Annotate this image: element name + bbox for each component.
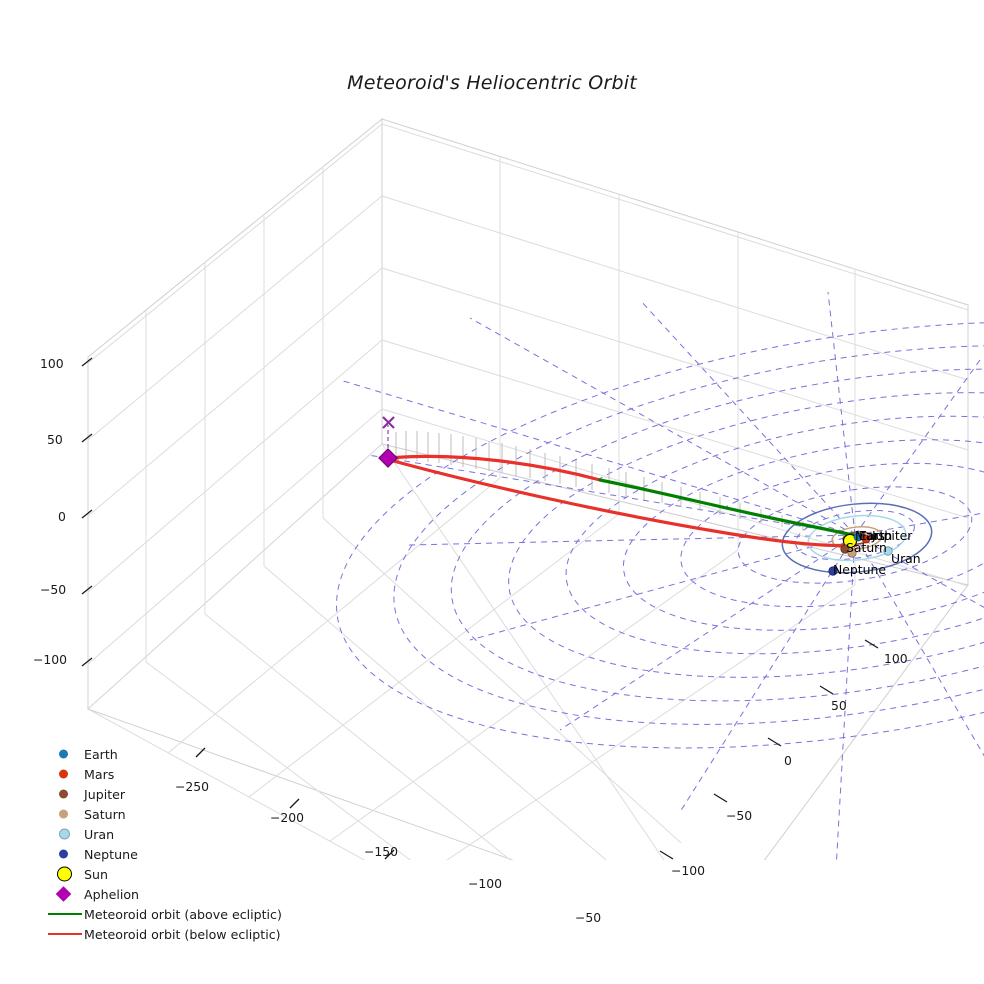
meteoroid-orbit-above-ecliptic bbox=[598, 478, 860, 538]
saturn-orbit-ellipse bbox=[831, 526, 883, 550]
axis-panes bbox=[87, 117, 969, 860]
saturn-marker-icon bbox=[46, 804, 84, 824]
floor-gridlines bbox=[87, 443, 856, 860]
legend-label: Mars bbox=[84, 766, 115, 782]
neptune-marker-icon bbox=[46, 844, 84, 864]
label-neptune: Neptune bbox=[833, 562, 886, 577]
legend-label: Jupiter bbox=[84, 786, 126, 802]
earth-marker bbox=[853, 532, 863, 542]
legend-label: Sun bbox=[84, 866, 108, 882]
legend-item-orbit-below[interactable]: Meteoroid orbit (below ecliptic) bbox=[46, 924, 346, 944]
red-line-icon bbox=[46, 924, 84, 944]
z-tick-n100: −100 bbox=[33, 652, 68, 667]
legend-item-saturn[interactable]: Saturn bbox=[46, 804, 346, 824]
legend-item-neptune[interactable]: Neptune bbox=[46, 844, 346, 864]
jupiter-marker-icon bbox=[46, 784, 84, 804]
earth-marker-icon bbox=[46, 744, 84, 764]
legend-label: Aphelion bbox=[84, 886, 140, 902]
x-tick-n250: −250 bbox=[175, 779, 210, 794]
label-earth: Earth bbox=[859, 528, 893, 543]
mars-marker-icon bbox=[46, 764, 84, 784]
aphelion-diamond-marker bbox=[378, 448, 398, 468]
legend-label: Uran bbox=[84, 826, 115, 842]
legend-item-jupiter[interactable]: Jupiter bbox=[46, 784, 346, 804]
chart-legend: Earth Mars Jupiter Saturn Uran Nept bbox=[46, 744, 346, 944]
legend-label: Meteoroid orbit (above ecliptic) bbox=[84, 906, 282, 922]
meteoroid-orbit-below-ecliptic bbox=[388, 454, 858, 548]
aphelion-projection-x-icon bbox=[382, 416, 395, 429]
z-tick-50: 50 bbox=[47, 432, 63, 447]
axis-tick-marks bbox=[81, 357, 879, 860]
jupiter-marker bbox=[840, 544, 850, 554]
x-tick-n100: −100 bbox=[468, 876, 503, 891]
y-tick-0: 0 bbox=[784, 753, 792, 768]
x-tick-n150: −150 bbox=[364, 844, 399, 859]
aphelion-diamond-icon bbox=[46, 884, 84, 904]
body-markers bbox=[828, 532, 893, 576]
y-tick-n100: −100 bbox=[671, 863, 706, 878]
jupiter-orbit-ellipse bbox=[842, 531, 872, 545]
label-saturn: Saturn bbox=[846, 540, 887, 555]
aphelion-marker-group bbox=[378, 416, 398, 468]
legend-item-sun[interactable]: Sun bbox=[46, 864, 346, 884]
legend-item-earth[interactable]: Earth bbox=[46, 744, 346, 764]
chart-title: Meteoroid's Heliocentric Orbit bbox=[347, 72, 637, 94]
legend-item-aphelion[interactable]: Aphelion bbox=[46, 884, 346, 904]
z-tick-n50: −50 bbox=[40, 582, 67, 597]
legend-item-uran[interactable]: Uran bbox=[46, 824, 346, 844]
x-tick-n200: −200 bbox=[270, 810, 305, 825]
right-wall-gridlines bbox=[381, 123, 969, 587]
z-tick-100: 100 bbox=[40, 356, 64, 371]
saturn-marker bbox=[847, 548, 857, 558]
uranus-marker bbox=[883, 546, 893, 556]
legend-label: Neptune bbox=[84, 846, 138, 862]
legend-item-mars[interactable]: Mars bbox=[46, 764, 346, 784]
y-tick-n50: −50 bbox=[726, 808, 753, 823]
left-wall-gridlines bbox=[87, 123, 383, 665]
mars-marker bbox=[861, 534, 871, 544]
legend-item-orbit-above[interactable]: Meteoroid orbit (above ecliptic) bbox=[46, 904, 346, 924]
label-mars: Mars bbox=[855, 528, 885, 543]
sun-marker-icon bbox=[46, 864, 84, 884]
green-line-icon bbox=[46, 904, 84, 924]
y-tick-50: 50 bbox=[831, 698, 847, 713]
label-jupiter: Jupiter bbox=[872, 528, 913, 543]
label-uran: Uran bbox=[891, 551, 921, 566]
y-tick-100: 100 bbox=[884, 651, 908, 666]
neptune-marker bbox=[828, 566, 838, 576]
neptune-orbit-ellipse bbox=[781, 502, 933, 574]
planet-orbits bbox=[781, 502, 933, 574]
legend-label: Earth bbox=[84, 746, 118, 762]
x-tick-n50: −50 bbox=[575, 910, 602, 925]
legend-label: Saturn bbox=[84, 806, 126, 822]
legend-label: Meteoroid orbit (below ecliptic) bbox=[84, 926, 281, 942]
z-tick-0: 0 bbox=[58, 509, 66, 524]
uranus-marker-icon bbox=[46, 824, 84, 844]
